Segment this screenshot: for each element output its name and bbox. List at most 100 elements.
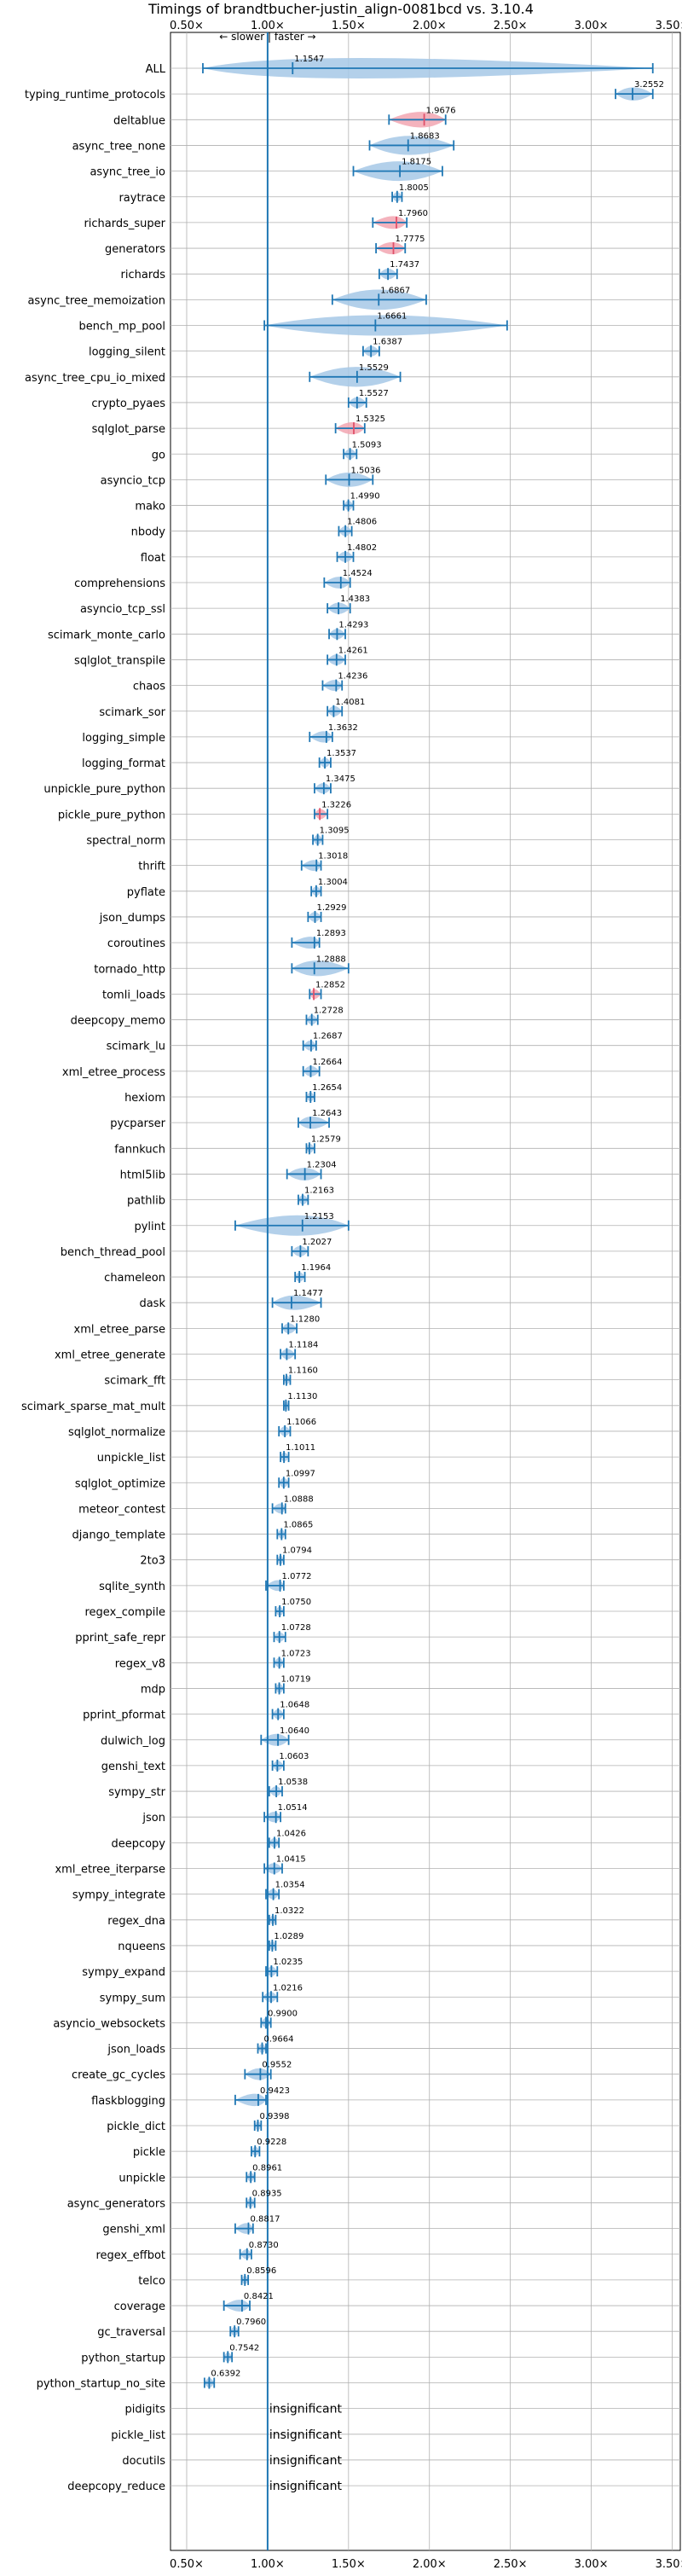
violin-dask xyxy=(271,1295,322,1310)
violin-unpickle_pure_python xyxy=(314,782,332,795)
benchmark-label: flaskblogging xyxy=(91,2095,165,2108)
x-tick-label-bottom: 2.50× xyxy=(494,2558,528,2571)
violin-scimark_monte_carlo xyxy=(328,628,346,641)
benchmark-label: genshi_text xyxy=(101,1761,165,1773)
violin-richards xyxy=(378,268,398,281)
violin-async_generators xyxy=(246,2196,256,2209)
violin-spectral_norm xyxy=(312,833,324,846)
benchmark-label: regex_compile xyxy=(84,1606,165,1619)
benchmark-label: pycparser xyxy=(110,1117,165,1130)
mean-value-label: 3.2552 xyxy=(634,80,664,90)
violin-deepcopy_memo xyxy=(305,1013,319,1026)
mean-value-label: 1.0772 xyxy=(282,1572,312,1581)
benchmark-label: hexiom xyxy=(124,1092,165,1105)
violin-comprehensions xyxy=(323,577,351,589)
violin-sqlglot_normalize xyxy=(278,1424,292,1437)
mean-value-label: 1.1160 xyxy=(288,1366,318,1376)
benchmark-label-layer: ALL 1.1547 typing_runtime_protocols 3.2552 d… xyxy=(21,55,664,2493)
benchmark-label: fannkuch xyxy=(114,1143,165,1156)
benchmark-label: scimark_monte_carlo xyxy=(48,629,165,641)
violin-flaskblogging xyxy=(234,2093,267,2107)
mean-value-label: 1.2643 xyxy=(312,1109,342,1118)
benchmark-label: docutils xyxy=(122,2455,165,2468)
mean-value-label: 1.4990 xyxy=(350,492,380,502)
benchmark-label: pprint_pformat xyxy=(83,1709,165,1722)
violin-python_startup xyxy=(223,2351,234,2364)
benchmark-label: unpickle_list xyxy=(97,1452,165,1465)
violin-layer xyxy=(202,32,654,2550)
violin-sympy_sum xyxy=(262,1991,279,2004)
benchmark-label: chameleon xyxy=(104,1272,165,1285)
violin-telco xyxy=(240,2273,250,2286)
benchmark-label: sqlglot_parse xyxy=(92,423,165,436)
mean-value-label: 1.5529 xyxy=(359,363,389,373)
mean-value-label: 1.5325 xyxy=(355,415,385,424)
benchmark-label: json_dumps xyxy=(99,912,165,925)
benchmark-label: bench_mp_pool xyxy=(78,321,165,334)
benchmark-label: deepcopy xyxy=(111,1837,165,1850)
benchmark-label: genshi_xml xyxy=(102,2224,165,2237)
benchmark-label: deepcopy_reduce xyxy=(67,2480,165,2493)
violin-sympy_integrate xyxy=(265,1888,280,1900)
violin-fannkuch xyxy=(305,1142,315,1155)
mean-value-label: 0.9228 xyxy=(257,2138,286,2147)
benchmark-label: unpickle xyxy=(118,2172,165,2184)
benchmark-label: nbody xyxy=(131,526,166,539)
violin-float xyxy=(336,550,355,563)
violin-nbody xyxy=(338,525,353,537)
benchmark-label: json xyxy=(142,1812,165,1825)
benchmark-label: create_gc_cycles xyxy=(72,2069,165,2082)
benchmark-label: pprint_safe_repr xyxy=(75,1632,165,1645)
mean-value-label: 1.0538 xyxy=(278,1778,308,1787)
violin-hexiom xyxy=(305,1091,315,1103)
violin-tornado_http xyxy=(291,960,350,977)
violin-asyncio_tcp xyxy=(325,472,374,487)
x-tick-label-top: 1.00× xyxy=(251,20,285,32)
violin-json_loads xyxy=(257,2042,267,2055)
benchmark-label: json_loads xyxy=(107,2044,165,2057)
mean-value-label: 1.0648 xyxy=(280,1701,309,1710)
benchmark-label: deepcopy_memo xyxy=(71,1015,165,1028)
mean-value-label: 1.0514 xyxy=(278,1803,308,1813)
mean-value-label: 1.9676 xyxy=(426,106,456,115)
mean-value-label: 1.0354 xyxy=(275,1881,305,1890)
x-tick-label-top: 3.50× xyxy=(656,20,682,32)
mean-value-label: 0.6392 xyxy=(211,2370,240,2379)
mean-value-label: 1.4524 xyxy=(343,569,373,578)
benchmark-label: mdp xyxy=(141,1683,165,1696)
benchmark-label: async_tree_cpu_io_mixed xyxy=(25,372,165,385)
benchmark-label: chaos xyxy=(133,681,165,693)
mean-value-label: 1.3475 xyxy=(326,775,355,784)
violin-sympy_str xyxy=(268,1785,283,1798)
mean-value-label: 1.2664 xyxy=(312,1058,342,1067)
benchmark-label: crypto_pyaes xyxy=(91,397,165,410)
violin-logging_simple xyxy=(309,730,333,743)
mean-value-label: 1.4383 xyxy=(340,595,370,604)
mean-value-label: 1.2579 xyxy=(311,1134,341,1144)
mean-value-label: 1.7437 xyxy=(390,260,419,270)
violin-pickle_pure_python xyxy=(314,808,329,821)
mean-value-label: 1.3537 xyxy=(327,749,356,758)
mean-value-label: 1.3632 xyxy=(328,723,358,733)
violin-async_tree_none xyxy=(368,136,455,155)
benchmark-label: sympy_integrate xyxy=(72,1889,165,1902)
violin-chameleon xyxy=(294,1271,306,1284)
benchmark-label: python_startup_no_site xyxy=(37,2378,165,2391)
mean-value-label: 1.6867 xyxy=(380,286,410,295)
mean-value-label: 1.2852 xyxy=(315,980,345,989)
mean-value-label: 1.1547 xyxy=(294,55,324,64)
benchmark-label: pidigits xyxy=(125,2404,166,2416)
mean-value-label: 0.8730 xyxy=(249,2241,279,2250)
violin-pathlib xyxy=(298,1193,309,1206)
benchmark-label: async_tree_none xyxy=(72,140,165,153)
mean-value-label: 0.8961 xyxy=(252,2163,282,2173)
benchmark-label: logging_simple xyxy=(82,732,165,745)
mean-value-label: 1.8683 xyxy=(410,131,440,141)
violin-regex_compile xyxy=(275,1605,285,1617)
x-tick-label-top: 1.50× xyxy=(332,20,366,32)
violin-gc_traversal xyxy=(229,2325,240,2338)
mean-value-label: 1.0750 xyxy=(281,1598,311,1607)
benchmark-label: dask xyxy=(139,1297,165,1310)
mean-value-label: 1.0997 xyxy=(286,1469,315,1478)
benchmark-label: unpickle_pure_python xyxy=(43,783,165,796)
